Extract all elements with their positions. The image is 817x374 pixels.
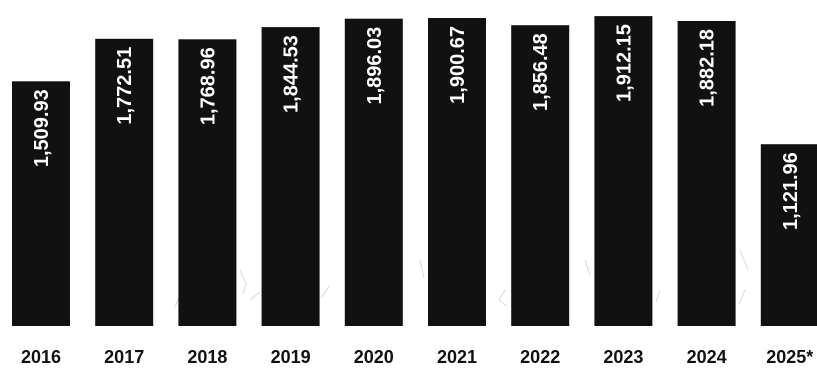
value-label: 1,856.48 — [530, 33, 552, 111]
bar-2021 — [428, 18, 486, 326]
x-tick-label: 2021 — [437, 347, 477, 367]
x-tick-label: 2023 — [603, 347, 643, 367]
value-label: 1,844.53 — [281, 35, 303, 113]
x-tick-label: 2024 — [687, 347, 727, 367]
bar-2023 — [594, 16, 653, 326]
bar-2022 — [511, 25, 570, 326]
x-tick-label: 2020 — [354, 347, 394, 367]
bar-2019 — [261, 27, 320, 326]
value-label: 1,896.03 — [364, 27, 386, 105]
x-axis-ticks: 2016 2017 2018 2019 2020 2021 2022 2023 2024 2025… — [21, 347, 813, 367]
x-tick-label: 2019 — [271, 347, 311, 367]
bar-2016 — [12, 81, 70, 326]
value-label: 1,121.96 — [780, 152, 802, 230]
value-label: 1,509.93 — [31, 89, 53, 167]
value-label: 1,900.67 — [447, 26, 469, 104]
x-tick-label: 2017 — [104, 347, 144, 367]
bar-2018 — [178, 39, 237, 327]
value-label: 1,768.96 — [197, 47, 219, 125]
bars-group — [12, 16, 817, 327]
value-label: 1,912.15 — [613, 24, 635, 102]
value-label: 1,882.18 — [697, 29, 719, 107]
x-tick-label: 2016 — [21, 347, 61, 367]
x-tick-label: 2025* — [766, 347, 813, 367]
x-tick-label: 2018 — [187, 347, 227, 367]
bar-2024 — [677, 21, 736, 326]
bar-2017 — [95, 38, 154, 327]
bar-2025 — [760, 144, 817, 326]
bar-2020 — [344, 18, 403, 326]
value-label: 1,772.51 — [114, 47, 136, 125]
value-labels-group: 1,509.93 1,772.51 1,768.96 1,844.53 1,896.03… — [31, 24, 802, 230]
x-tick-label: 2022 — [520, 347, 560, 367]
